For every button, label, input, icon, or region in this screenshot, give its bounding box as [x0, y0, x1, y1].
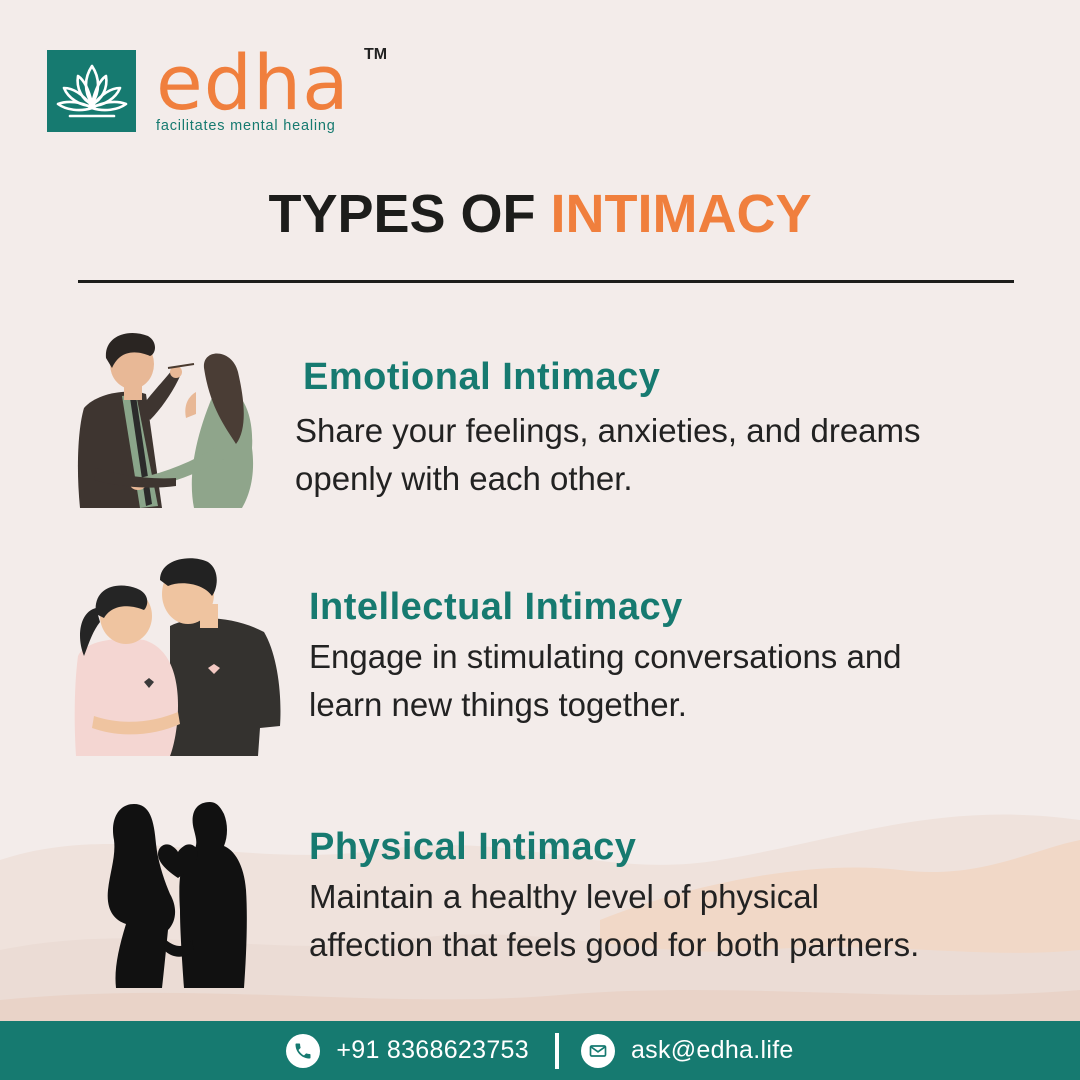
- title-accent: INTIMACY: [550, 184, 812, 244]
- item-emotional-intimacy: Emotional Intimacy Share your feelings, …: [295, 356, 921, 503]
- brand-tagline: facilitates mental healing: [156, 118, 336, 134]
- item-description-line-2: affection that feels good for both partn…: [309, 926, 920, 963]
- item-physical-intimacy: Physical Intimacy Maintain a healthy lev…: [309, 826, 919, 969]
- couple-silhouette-heart-illustration: [106, 800, 250, 993]
- page-title: TYPES OF INTIMACY: [0, 183, 1080, 245]
- item-title: Physical Intimacy: [309, 826, 637, 868]
- couple-glasses-illustration: [76, 328, 264, 515]
- item-description-line-1: Maintain a healthy level of physical: [309, 878, 819, 915]
- item-intellectual-intimacy: Intellectual Intimacy Engage in stimulat…: [309, 586, 902, 729]
- email-address[interactable]: ask@edha.life: [630, 1036, 794, 1064]
- trademark-symbol: TM: [364, 46, 388, 63]
- couple-hugging-illustration: [74, 556, 284, 761]
- footer-separator: [554, 1032, 559, 1069]
- brand-name: edha: [156, 38, 350, 127]
- brand-wordmark: edha TM facilitates mental healing: [156, 38, 387, 135]
- item-description-line-2: learn new things together.: [309, 686, 687, 723]
- item-description-line-1: Share your feelings, anxieties, and drea…: [295, 412, 921, 449]
- brand-logo: edha TM facilitates mental healing: [47, 38, 387, 135]
- item-title: Intellectual Intimacy: [309, 586, 683, 628]
- title-part-1: TYPES OF: [268, 184, 551, 244]
- mail-icon: [580, 1033, 615, 1068]
- item-description-line-2: openly with each other.: [295, 460, 633, 497]
- item-title: Emotional Intimacy: [303, 356, 661, 398]
- title-divider: [78, 280, 1014, 283]
- lotus-icon: [47, 50, 136, 132]
- item-description-line-1: Engage in stimulating conversations and: [309, 638, 902, 675]
- phone-number[interactable]: +91 8368623753: [336, 1036, 529, 1064]
- phone-icon: [286, 1033, 321, 1068]
- contact-footer: +91 8368623753 ask@edha.life: [0, 1021, 1080, 1080]
